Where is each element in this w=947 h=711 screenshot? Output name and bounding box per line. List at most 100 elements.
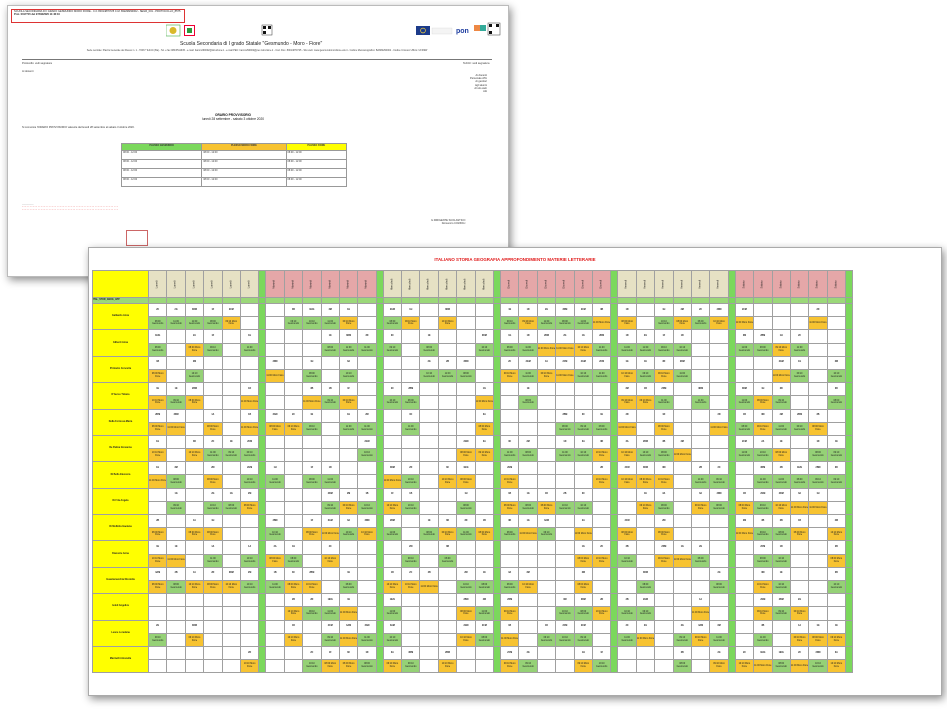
time-cell: 11:00 Gesmundo <box>617 632 637 647</box>
class-cell <box>184 593 205 608</box>
class-cell <box>734 619 755 634</box>
time-cell: 09:10 Gesmundo <box>320 500 340 516</box>
time-cell: 11:00 Moro Fiore <box>166 553 186 568</box>
day-header: Lunedì <box>203 270 223 298</box>
day-divider <box>727 645 736 674</box>
time-cell <box>419 659 439 674</box>
time-cell: 10:10 Moro Fiore <box>239 659 260 674</box>
time-cell <box>555 579 575 595</box>
time-cell: 11:00 Moro Fiore <box>808 316 828 331</box>
time-cell <box>166 368 186 384</box>
class-cell: 3AM <box>690 619 711 634</box>
class-cell: 1E/G <box>147 329 168 344</box>
time-cell: 09:10 Moro Fiore <box>789 606 810 621</box>
time-cell: 11:00 Moro Fiore <box>382 474 403 489</box>
time-cell: 11:00 Gesmundo <box>753 474 773 489</box>
day-divider <box>610 593 619 621</box>
class-cell: 3C <box>401 408 421 423</box>
time-cell <box>221 368 241 384</box>
time-cell <box>771 632 791 647</box>
class-cell <box>690 566 711 581</box>
protocol-line-2: Prot. 0017715 del 27/09/2020 11:46:10 <box>14 13 60 17</box>
class-cell: 1H <box>239 329 260 344</box>
time-cell: 11:00 Gesmundo <box>536 316 557 331</box>
day-divider <box>845 461 854 489</box>
class-cell: 1G <box>573 540 593 555</box>
class-cell <box>419 382 439 397</box>
class-cell: 2CM <box>591 355 612 370</box>
time-cell: 08:00 Gesmundo <box>147 342 168 357</box>
class-cell <box>401 619 421 634</box>
class-cell: 3D <box>826 461 847 476</box>
time-cell: 11:00 Gesmundo <box>401 421 421 436</box>
time-cell: 11:00 Moro Fiore <box>753 659 773 674</box>
time-cell: 10:10 Moro Fiore <box>591 606 612 621</box>
day-divider <box>258 487 267 516</box>
class-cell <box>265 382 285 397</box>
day-divider <box>493 645 502 674</box>
protocol-note: Protocollo: vedi segnatura <box>22 62 52 65</box>
class-cell: 1A <box>184 513 205 529</box>
time-cell: 10:10 Gesmundo <box>401 474 421 489</box>
class-cell <box>789 382 810 397</box>
class-cell: 2CM <box>734 302 755 318</box>
class-cell: 2C <box>789 329 810 344</box>
class-cell: 2G <box>536 302 557 318</box>
class-cell <box>709 329 729 344</box>
time-cell: 10:10 Gesmundo <box>382 395 403 410</box>
corner-cell <box>92 270 149 298</box>
class-cell <box>808 566 828 581</box>
time-cell: 11:00 Gesmundo <box>734 395 755 410</box>
class-cell: 3D <box>500 513 520 529</box>
class-cell: 2G <box>635 329 656 344</box>
class-cell: 3B <box>771 513 791 529</box>
time-cell <box>474 500 495 516</box>
class-cell: 3A <box>500 566 520 581</box>
class-cell: 2B <box>166 566 186 581</box>
time-cell <box>690 342 711 357</box>
day-header: Mercoledì <box>382 270 403 298</box>
time-cell <box>437 448 458 463</box>
time-cell: 08:00 Moro Fiore <box>635 474 656 489</box>
class-cell <box>320 434 340 450</box>
day-divider <box>727 408 736 436</box>
time-cell <box>672 579 692 595</box>
time-cell <box>555 474 575 489</box>
time-cell: 08:00 Moro Fiore <box>500 500 520 516</box>
class-cell <box>357 355 377 370</box>
time-cell <box>419 421 439 436</box>
time-cell: 11:00 Moro Fiore <box>474 395 495 410</box>
class-cell: 1E <box>591 408 612 423</box>
time-cell: 09:10 Gesmundo <box>283 316 304 331</box>
class-cell: 1E <box>635 355 656 370</box>
class-cell <box>617 645 637 661</box>
class-cell <box>654 619 674 634</box>
teacher-name: Di Bello Eleonora <box>92 461 149 489</box>
time-cell: 10:10 Moro Fiore <box>591 448 612 463</box>
time-cell <box>591 527 612 542</box>
time-cell <box>166 659 186 674</box>
time-cell <box>401 448 421 463</box>
class-cell <box>555 540 575 555</box>
class-cell: 1D <box>320 461 340 476</box>
time-cell <box>203 659 223 674</box>
class-cell: 2B <box>826 540 847 555</box>
class-cell <box>283 355 304 370</box>
time-cell: 08:00 Moro Fiore <box>456 606 476 621</box>
day-divider <box>258 645 267 674</box>
day-header: Sabato <box>826 270 847 298</box>
time-cell: 11:00 Moro Fiore <box>734 527 755 542</box>
time-cell: 08:00 Gesmundo <box>709 579 729 595</box>
teacher-name: Della Formosa Maria <box>92 408 149 436</box>
time-cell <box>555 659 575 674</box>
time-cell: 08:00 Gesmundo <box>500 527 520 542</box>
class-cell <box>184 461 205 476</box>
time-cell: 10:10 Gesmundo <box>302 316 322 331</box>
class-cell: 2M <box>672 434 692 450</box>
class-cell <box>826 408 847 423</box>
day-divider <box>610 487 619 516</box>
class-cell: 2GM <box>753 487 773 502</box>
class-cell: 2D <box>808 302 828 318</box>
class-cell: 2C <box>690 302 711 318</box>
class-cell: 1D <box>239 382 260 397</box>
